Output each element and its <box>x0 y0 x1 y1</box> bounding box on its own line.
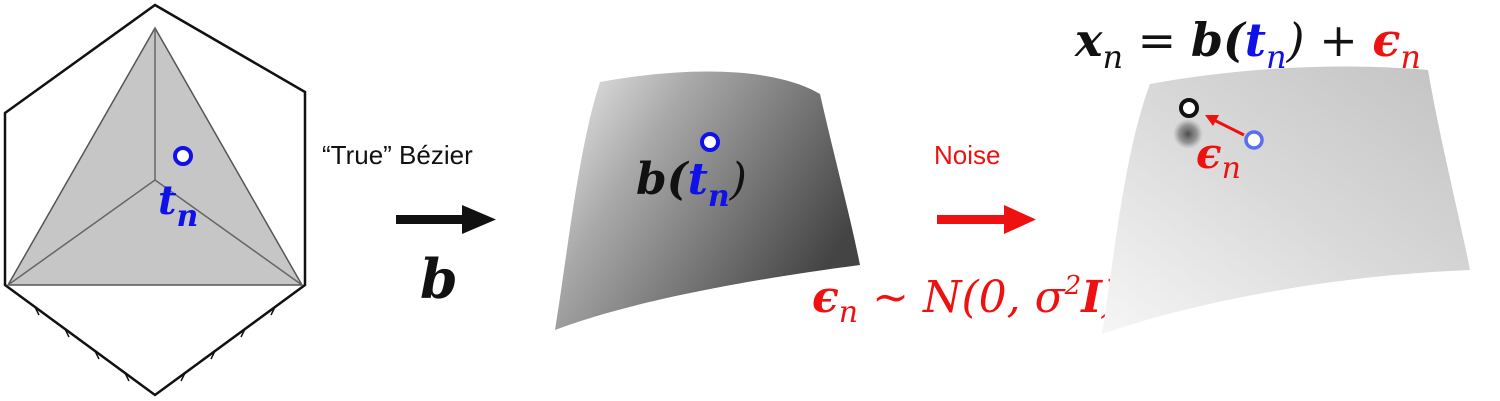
noise-arrow-icon <box>1205 115 1245 137</box>
bezier-surface-panel: b(tn) <box>555 71 860 331</box>
true-bezier-label: “True” Bézier <box>322 140 473 170</box>
axis-ticks <box>34 306 276 382</box>
sample-point-circle-icon <box>700 132 720 152</box>
simplex-edge <box>154 179 303 286</box>
clean-point-circle-icon <box>1244 130 1264 150</box>
b-of-tn-label: b(tn) <box>636 154 747 214</box>
sample-point-circle-icon <box>173 146 193 166</box>
hexagon-frame <box>3 3 307 397</box>
noise-label: Noise <box>934 140 1000 170</box>
b-map-symbol: b <box>420 247 458 311</box>
simplex-edge <box>7 179 156 286</box>
observed-surface <box>1102 66 1470 334</box>
noisy-observation-point <box>1179 98 1199 118</box>
observation-equation: xn = b(tn) + ϵn <box>1074 13 1421 76</box>
simplex-panel: tn <box>3 3 307 397</box>
right-arrow-black-icon <box>396 205 496 234</box>
bezier-surface <box>555 71 860 331</box>
blurred-noise-dot <box>1173 119 1203 149</box>
observation-panel: xn = b(tn) + ϵn ϵn <box>1074 13 1470 334</box>
noise-distribution: ϵn ~ N(0, σ2I) <box>812 271 1119 330</box>
noise-step: Noise ϵn ~ N(0, σ2I) <box>812 140 1119 330</box>
tn-label: tn <box>158 177 198 234</box>
bezier-map-step: “True” Bézier b <box>322 140 496 311</box>
epsilon-label: ϵn <box>1196 129 1241 186</box>
right-arrow-red-icon <box>937 205 1036 234</box>
